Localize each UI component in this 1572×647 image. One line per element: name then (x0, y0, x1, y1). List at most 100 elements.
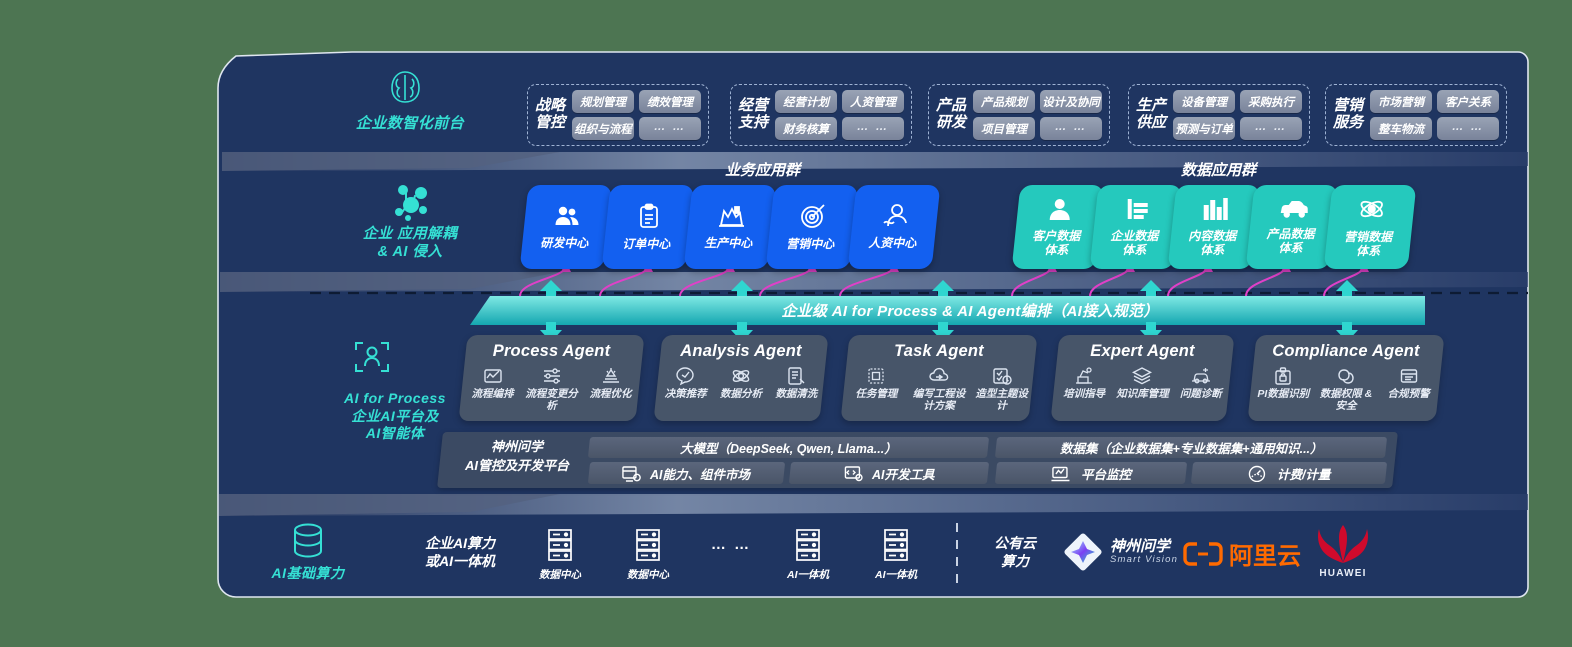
platform-ai-market-bar[interactable]: AI能力、组件市场 (587, 462, 786, 484)
platform-dataset-bar[interactable]: 数据集（企业数据集+专业数据集+通用知识...） (994, 437, 1388, 458)
top-group-title: 战略 管控 (535, 97, 566, 131)
permission-icon (1338, 369, 1354, 384)
top-group-cell[interactable]: 预测与订单 (1173, 117, 1236, 140)
vendor-aliyun[interactable]: 阿里云 (1183, 536, 1301, 571)
agent-function[interactable]: 造型主题设计 (970, 366, 1033, 413)
top-group-cell[interactable]: … … (1240, 117, 1303, 140)
pi-lock-icon (1275, 367, 1292, 385)
agent-card-expert[interactable]: Expert Agent 培训指导 知识库管理 问题诊断 (1050, 335, 1235, 421)
agent-function[interactable]: 流程编排 (463, 366, 522, 413)
agent-connector-arrows (540, 280, 1358, 342)
agent-function[interactable]: PI数据识别 (1252, 366, 1315, 413)
top-group-cell[interactable]: 绩效管理 (639, 90, 702, 113)
top-group-cell[interactable]: 人资管理 (842, 90, 905, 113)
agent-name: Expert Agent (1090, 342, 1195, 360)
agent-card-analysis[interactable]: Analysis Agent 决策推荐 数据分析 数据清洗 (653, 335, 829, 421)
atom-analysis-icon (732, 370, 750, 382)
top-group-cell[interactable]: … … (639, 117, 702, 140)
layer-label-infra: AI基础算力 (271, 565, 345, 581)
vendor-huawei[interactable]: HUAWEI (1307, 525, 1379, 579)
top-group-cell[interactable]: 市场营销 (1370, 90, 1433, 113)
agent-card-compliance[interactable]: Compliance Agent PI数据识别 数据权限 & 安全 合规预警 (1247, 335, 1445, 421)
agent-card-task[interactable]: Task Agent 任务管理 编写工程设计方案 造型主题设计 (840, 335, 1038, 421)
platform-monitor-bar[interactable]: 平台监控 (994, 462, 1188, 484)
app-card-label: 研发中心 (540, 235, 589, 250)
agent-function[interactable]: 合规预警 (1377, 366, 1440, 413)
platform-dev-tool-bar[interactable]: AI开发工具 (788, 462, 990, 484)
vendor-sub: Smart Vision (1110, 554, 1179, 566)
agent-function[interactable]: 数据分析 (713, 366, 768, 401)
agent-function[interactable]: 知识库管理 (1113, 366, 1171, 401)
agent-card-process[interactable]: Process Agent 流程编排 流程变更分析 流程优化 (458, 335, 645, 421)
top-group-cell[interactable]: 客户关系 (1437, 90, 1500, 113)
platform-billing-bar[interactable]: 计费/计量 (1190, 462, 1388, 484)
top-group-cell[interactable]: 财务核算 (775, 117, 838, 140)
top-group-cell[interactable]: 整车物流 (1370, 117, 1433, 140)
app-card-production[interactable]: 生产中心 (683, 185, 777, 269)
data-card-enterprise[interactable]: 企业数据 体系 (1089, 185, 1183, 269)
target-icon (800, 203, 826, 232)
infra-node-1[interactable]: 数据中心 (617, 528, 679, 582)
server-icon (796, 529, 820, 561)
agent-function[interactable]: 流程优化 (581, 366, 640, 413)
building-icon (1126, 197, 1150, 224)
agent-function[interactable]: 任务管理 (845, 366, 908, 413)
top-group-0[interactable]: 战略 管控 规划管理 绩效管理 组织与流程 … … (527, 84, 710, 146)
infra-node-0[interactable]: 数据中心 (529, 528, 591, 582)
shenzhou-logo (1064, 533, 1102, 571)
agent-function[interactable]: 数据权限 & 安全 (1315, 366, 1378, 413)
infra-node-label: AI一体机 (875, 569, 917, 581)
layer-label-front: 企业数智化前台 (355, 115, 465, 132)
agent-function[interactable]: 培训指导 (1055, 366, 1113, 401)
brain-head-icon (383, 68, 427, 108)
top-group-4[interactable]: 营销 服务 市场营销 客户关系 整车物流 … … (1325, 84, 1508, 146)
data-card-label: 产品数据 体系 (1266, 226, 1315, 255)
top-group-1[interactable]: 经营 支持 经营计划 人资管理 财务核算 … … (730, 84, 913, 146)
data-card-label: 营销数据 体系 (1344, 229, 1393, 258)
agent-function[interactable]: 问题诊断 (1172, 366, 1230, 401)
agent-function[interactable]: 流程变更分析 (522, 366, 581, 413)
top-group-cell[interactable]: 设备管理 (1173, 90, 1236, 113)
infra-node-3[interactable]: AI一体机 (777, 528, 839, 582)
design-check-icon (992, 368, 1012, 385)
top-group-title: 营销 服务 (1333, 97, 1364, 131)
hr-person-icon (882, 203, 908, 231)
vendor-shenzhou[interactable]: 神州问学 Smart Vision (1063, 532, 1178, 572)
app-card-order[interactable]: 订单中心 (601, 185, 695, 269)
data-card-product[interactable]: 产品数据 体系 (1245, 185, 1339, 269)
top-group-cell[interactable]: 经营计划 (775, 90, 838, 113)
top-group-cell[interactable]: 产品规划 (973, 90, 1036, 113)
data-card-label: 客户数据 体系 (1032, 228, 1081, 257)
top-group-cell[interactable]: 设计及协同 (1040, 90, 1103, 113)
infra-dots: … … (710, 536, 752, 553)
top-group-cell[interactable]: … … (842, 117, 905, 140)
monitor-icon (1051, 465, 1070, 481)
data-card-marketing[interactable]: 营销数据 体系 (1323, 185, 1417, 269)
top-group-title: 产品 研发 (936, 97, 967, 131)
band-divider-1 (222, 152, 1528, 171)
vendor-name: HUAWEI (1319, 568, 1367, 579)
app-card-hr[interactable]: 人资中心 (847, 185, 941, 269)
top-group-3[interactable]: 生产 供应 设备管理 采购执行 预测与订单 … … (1128, 84, 1311, 146)
task-grid-icon (868, 368, 884, 384)
data-clean-icon (788, 367, 805, 385)
server-icon (636, 529, 660, 561)
optimize-icon (602, 368, 619, 383)
top-group-cell[interactable]: 组织与流程 (572, 117, 635, 140)
agent-function[interactable]: 编写工程设计方案 (908, 366, 971, 413)
agent-function[interactable]: 数据清洗 (769, 366, 824, 401)
platform-llm-bar[interactable]: 大模型（DeepSeek, Qwen, Llama...） (587, 437, 990, 458)
top-group-title: 生产 供应 (1136, 97, 1167, 131)
top-group-cell[interactable]: 规划管理 (572, 90, 635, 113)
top-group-cell[interactable]: … … (1437, 117, 1500, 140)
top-group-cell[interactable]: 采购执行 (1240, 90, 1303, 113)
data-card-customer[interactable]: 客户数据 体系 (1011, 185, 1105, 269)
app-card-marketing[interactable]: 营销中心 (765, 185, 859, 269)
app-card-rd[interactable]: 研发中心 (519, 185, 613, 269)
top-group-2[interactable]: 产品 研发 产品规划 设计及协同 项目管理 … … (928, 84, 1111, 146)
top-group-cell[interactable]: … … (1040, 117, 1103, 140)
data-card-content[interactable]: 内容数据 体系 (1167, 185, 1261, 269)
top-group-cell[interactable]: 项目管理 (973, 117, 1036, 140)
agent-function[interactable]: 决策推荐 (658, 366, 713, 401)
infra-node-4[interactable]: AI一体机 (865, 528, 927, 582)
